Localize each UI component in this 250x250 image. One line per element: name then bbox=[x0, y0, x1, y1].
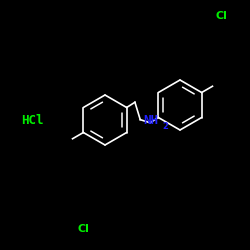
Text: 2: 2 bbox=[162, 122, 168, 131]
Text: Cl: Cl bbox=[215, 11, 227, 21]
Text: Cl: Cl bbox=[78, 224, 90, 234]
Text: HCl: HCl bbox=[21, 114, 44, 126]
Text: NH: NH bbox=[144, 114, 159, 126]
